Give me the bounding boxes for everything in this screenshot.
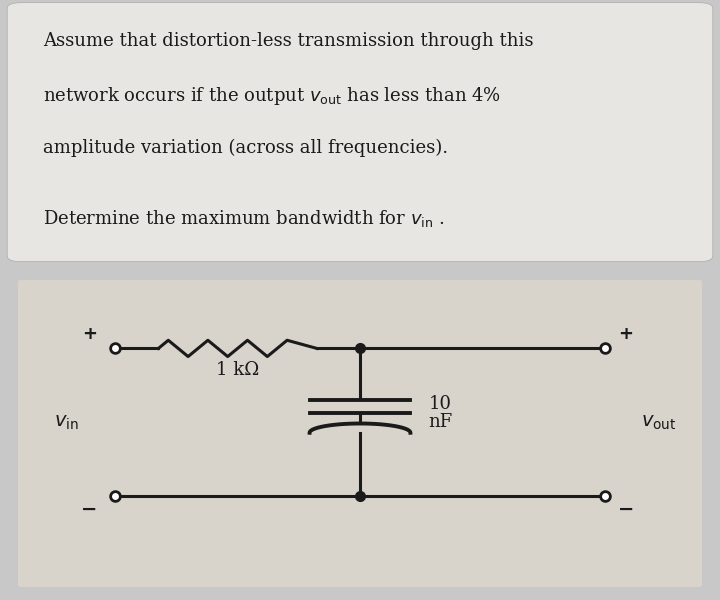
Text: +: +	[82, 325, 97, 343]
Text: −: −	[618, 500, 634, 519]
Text: 10: 10	[428, 395, 451, 413]
Text: $v_{\mathrm{in}}$: $v_{\mathrm{in}}$	[54, 413, 79, 431]
Text: Assume that distortion-less transmission through this: Assume that distortion-less transmission…	[43, 32, 534, 50]
Text: nF: nF	[428, 413, 453, 431]
Text: amplitude variation (across all frequencies).: amplitude variation (across all frequenc…	[43, 139, 449, 157]
Text: 1 kΩ: 1 kΩ	[216, 361, 259, 379]
Text: −: −	[81, 500, 97, 519]
Text: network occurs if the output $v_{\mathrm{out}}$ has less than 4%: network occurs if the output $v_{\mathrm…	[43, 85, 501, 107]
Text: Determine the maximum bandwidth for $v_{\mathrm{in}}$ .: Determine the maximum bandwidth for $v_{…	[43, 208, 445, 229]
Text: $v_{\mathrm{out}}$: $v_{\mathrm{out}}$	[641, 413, 676, 431]
FancyBboxPatch shape	[7, 2, 713, 262]
FancyBboxPatch shape	[18, 280, 702, 587]
Text: +: +	[618, 325, 633, 343]
